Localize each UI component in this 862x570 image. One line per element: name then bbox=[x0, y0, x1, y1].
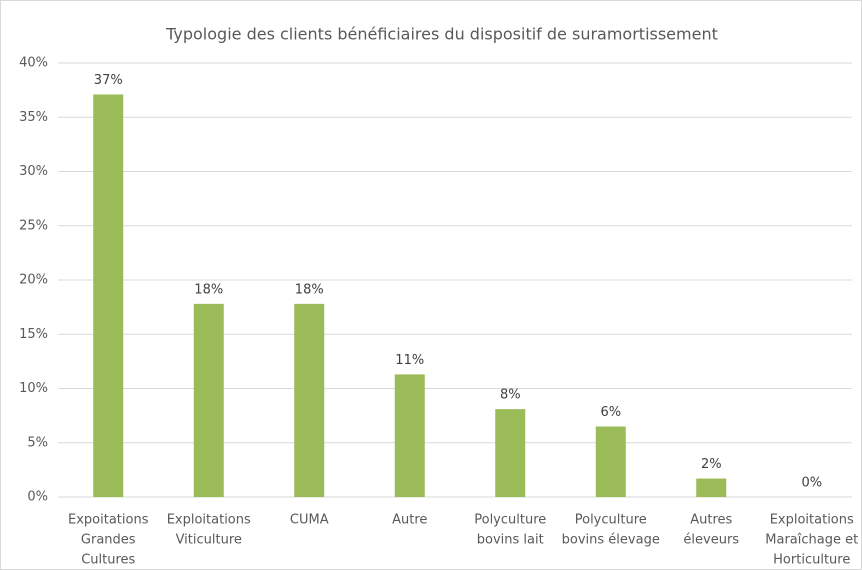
x-tick-label: CUMA bbox=[290, 513, 329, 528]
x-tick-label: Exploitations bbox=[167, 513, 251, 528]
chart-title: Typologie des clients bénéficiaires du d… bbox=[165, 25, 718, 44]
data-label: 8% bbox=[500, 388, 521, 403]
y-tick-label: 5% bbox=[27, 435, 48, 450]
data-label: 0% bbox=[801, 476, 822, 491]
y-tick-label: 20% bbox=[19, 273, 48, 288]
y-tick-label: 10% bbox=[19, 381, 48, 396]
data-label: 2% bbox=[701, 457, 722, 472]
data-label: 18% bbox=[194, 282, 223, 297]
x-tick-label: Autres bbox=[690, 513, 732, 528]
data-label: 6% bbox=[600, 405, 621, 420]
data-label: 18% bbox=[295, 282, 324, 297]
y-tick-label: 35% bbox=[19, 110, 48, 125]
bar bbox=[696, 478, 727, 497]
x-tick-label: Expoitations bbox=[68, 513, 149, 528]
x-tick-label: Cultures bbox=[81, 553, 135, 568]
bar bbox=[193, 303, 224, 497]
x-tick-label: Autre bbox=[392, 513, 427, 528]
bar bbox=[495, 409, 526, 497]
x-tick-label: Exploitations bbox=[770, 513, 854, 528]
x-tick-label: Horticulture bbox=[773, 553, 850, 568]
x-tick-label: Polyculture bbox=[575, 513, 647, 528]
y-tick-label: 0% bbox=[27, 490, 48, 505]
x-tick-label: bovins élevage bbox=[562, 533, 660, 548]
x-tick-label: Maraîchage et bbox=[765, 533, 858, 548]
data-label: 37% bbox=[94, 73, 123, 88]
data-label: 11% bbox=[395, 353, 424, 368]
x-tick-label: Polyculture bbox=[474, 513, 546, 528]
x-tick-label: Viticulture bbox=[176, 533, 242, 548]
y-tick-label: 40% bbox=[19, 56, 48, 71]
x-tick-label: bovins lait bbox=[477, 533, 544, 548]
bar bbox=[394, 374, 425, 497]
y-tick-label: 25% bbox=[19, 218, 48, 233]
y-tick-label: 15% bbox=[19, 327, 48, 342]
x-tick-label: éleveurs bbox=[683, 533, 739, 548]
bar bbox=[93, 94, 124, 497]
bar bbox=[595, 426, 626, 497]
bar bbox=[294, 303, 325, 497]
x-tick-label: Grandes bbox=[81, 533, 136, 548]
y-tick-label: 30% bbox=[19, 164, 48, 179]
